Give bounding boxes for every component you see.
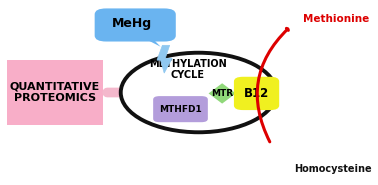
- Polygon shape: [209, 83, 236, 104]
- FancyBboxPatch shape: [7, 60, 103, 125]
- Circle shape: [121, 53, 276, 132]
- Text: MTHFD1: MTHFD1: [159, 105, 202, 114]
- Text: QUANTITATIVE
PROTEOMICS: QUANTITATIVE PROTEOMICS: [9, 82, 100, 103]
- FancyBboxPatch shape: [94, 9, 176, 42]
- Polygon shape: [139, 36, 161, 47]
- FancyBboxPatch shape: [234, 77, 279, 110]
- Text: Methionine: Methionine: [303, 14, 369, 24]
- Text: Homocysteine: Homocysteine: [294, 164, 372, 174]
- Text: METHYLATION
CYCLE: METHYLATION CYCLE: [149, 59, 227, 80]
- Text: MTR: MTR: [211, 89, 233, 98]
- FancyBboxPatch shape: [153, 96, 208, 122]
- Polygon shape: [157, 45, 172, 73]
- Text: MeHg: MeHg: [112, 17, 152, 30]
- Text: B12: B12: [244, 87, 269, 100]
